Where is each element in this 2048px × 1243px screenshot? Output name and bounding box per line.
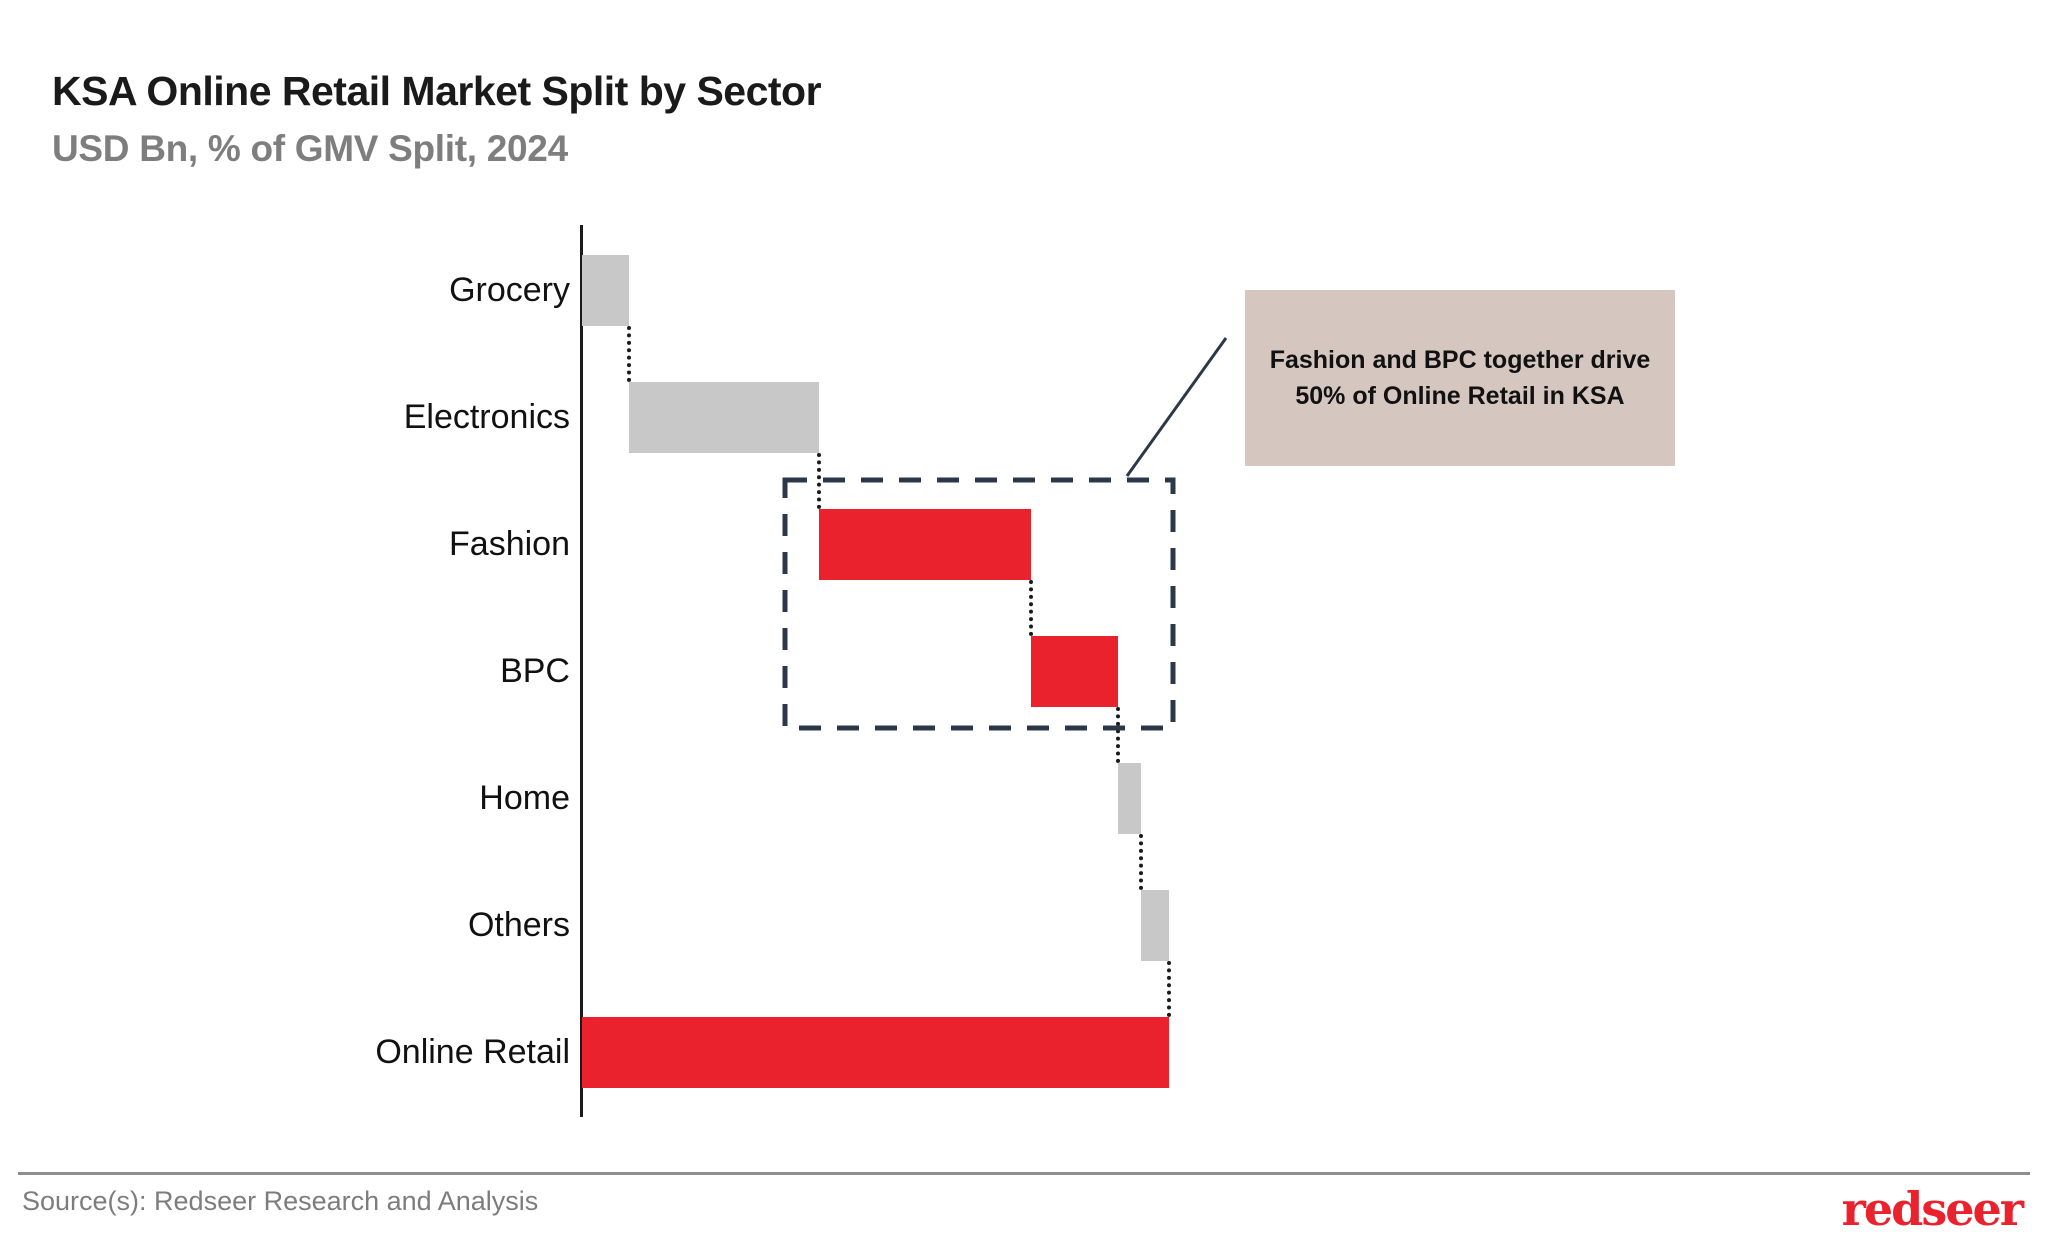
category-label-fashion: Fashion: [449, 524, 570, 563]
source-note: Source(s): Redseer Research and Analysis: [22, 1186, 539, 1216]
bar-others: [1140, 889, 1169, 961]
category-label-bpc: BPC: [500, 651, 570, 690]
annotation-text: Fashion and BPC together drive 50% of On…: [1269, 345, 1651, 410]
connector-line-bpc: [1115, 706, 1120, 763]
annotation-callout: Fashion and BPC together drive 50% of On…: [1245, 290, 1675, 466]
redseer-logo: redseer: [1841, 1182, 2024, 1236]
connector-line-electronics: [817, 452, 822, 509]
category-label-grocery: Grocery: [449, 270, 570, 309]
bar-online-retail: [582, 1016, 1169, 1088]
bar-fashion: [819, 508, 1032, 580]
y-axis-line: [580, 225, 583, 1117]
category-label-electronics: Electronics: [403, 397, 570, 436]
connector-line-grocery: [626, 325, 631, 382]
bar-home: [1117, 762, 1141, 834]
footer-divider: [18, 1172, 2030, 1175]
connector-line-others: [1167, 960, 1171, 1017]
category-label-home: Home: [479, 778, 570, 817]
chart-title: KSA Online Retail Market Split by Sector: [52, 68, 822, 114]
bar-grocery: [582, 254, 629, 326]
bar-electronics: [628, 381, 820, 453]
connector-line-home: [1138, 833, 1143, 890]
bar-bpc: [1031, 635, 1118, 707]
connector-line-fashion: [1029, 579, 1034, 636]
category-label-others: Others: [467, 905, 570, 944]
chart-subtitle: USD Bn, % of GMV Split, 2024: [52, 128, 568, 169]
annotation-leader-line: [1125, 337, 1228, 477]
category-label-online-retail: Online Retail: [375, 1032, 570, 1071]
